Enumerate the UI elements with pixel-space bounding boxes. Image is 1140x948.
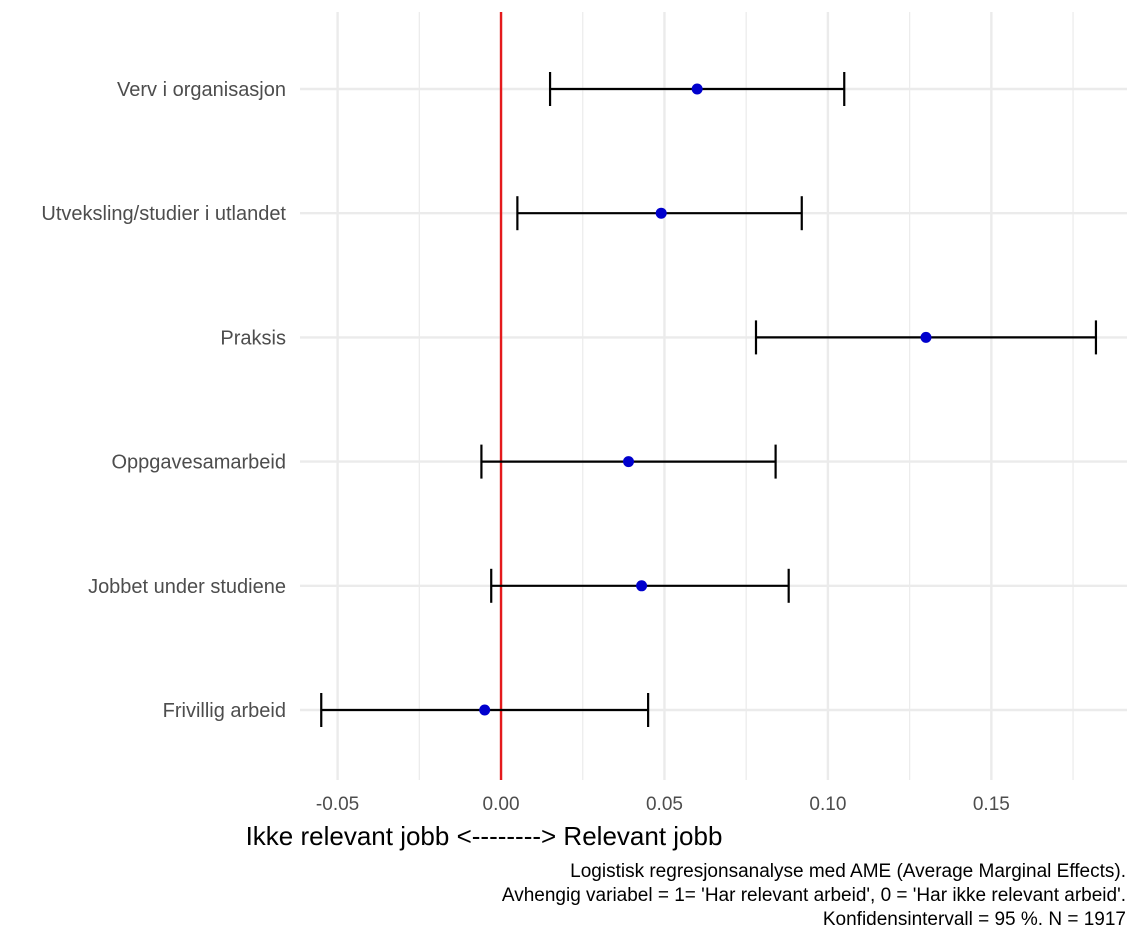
x-tick-labels: -0.05 0.00 0.05 0.10 0.15	[316, 794, 1010, 815]
category-label: Praksis	[220, 327, 286, 349]
minor-gridlines	[418, 12, 1074, 780]
category-label: Verv i organisasjon	[117, 79, 286, 101]
caption-line-2: Avhengig variabel = 1= 'Har relevant arb…	[501, 885, 1126, 906]
major-gridlines	[300, 12, 1127, 780]
category-label: Oppgavesamarbeid	[111, 452, 286, 474]
caption-line-3: Konfidensintervall = 95 %. N = 1917	[822, 909, 1126, 930]
x-tick-label: 0.10	[809, 794, 846, 815]
x-tick-label: -0.05	[316, 794, 359, 815]
category-label: Jobbet under studiene	[88, 576, 286, 598]
category-label: Utveksling/studier i utlandet	[41, 203, 286, 225]
category-labels: Verv i organisasjon Utveksling/studier i …	[41, 79, 286, 722]
estimate-point	[479, 704, 491, 716]
error-bars	[320, 72, 1098, 727]
category-label: Frivillig arbeid	[163, 700, 286, 722]
caption-line-1: Logistisk regresjonsanalyse med AME (Ave…	[570, 861, 1126, 882]
estimate-point	[691, 83, 703, 95]
x-axis-title: Ikke relevant jobb <--------> Relevant j…	[246, 821, 723, 851]
estimate-points	[479, 83, 932, 716]
x-tick-label: 0.00	[483, 794, 520, 815]
estimate-point	[920, 331, 932, 343]
x-tick-label: 0.15	[973, 794, 1010, 815]
estimate-point	[623, 456, 635, 468]
caption: Logistisk regresjonsanalyse med AME (Ave…	[226, 860, 1126, 932]
estimate-point	[655, 207, 667, 219]
estimate-point	[636, 580, 648, 592]
x-tick-label: 0.05	[646, 794, 683, 815]
